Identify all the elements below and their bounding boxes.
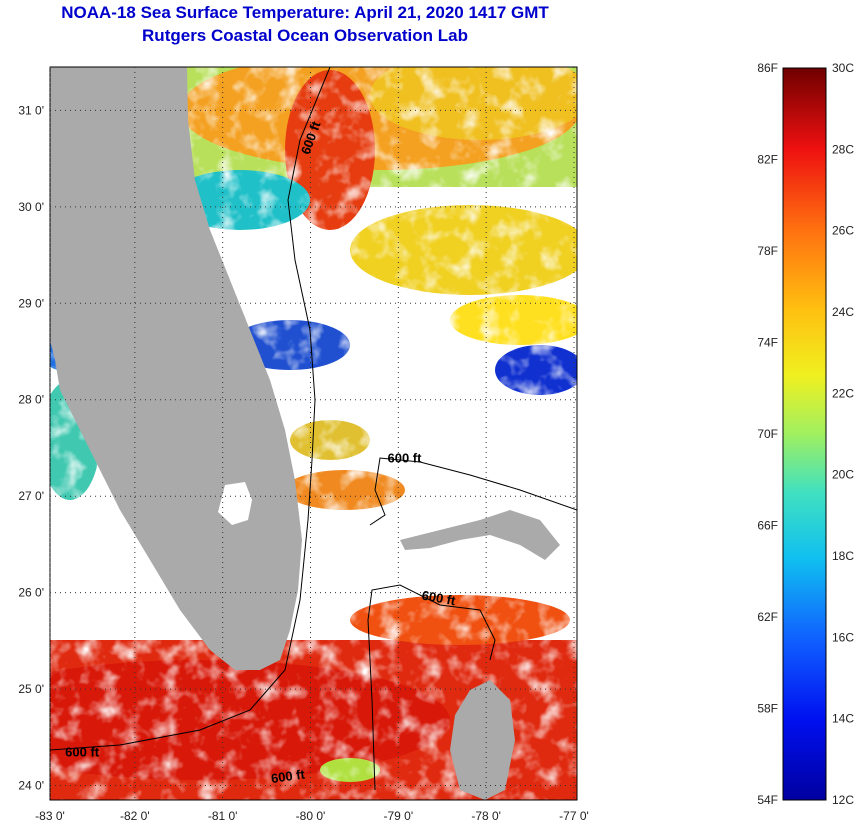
lat-tick-label: 30 0' [18, 200, 44, 214]
colorbar-fahrenheit-label: 78F [757, 244, 778, 258]
lat-tick-label: 24 0' [18, 779, 44, 793]
colorbar-gradient [782, 67, 827, 801]
lon-tick-label: -82 0' [120, 809, 150, 823]
lon-tick-label: -77 0' [559, 809, 589, 823]
colorbar-celsius-label: 16C [832, 630, 854, 644]
colorbar-celsius-label: 12C [832, 793, 854, 807]
map-subtitle: Rutgers Coastal Ocean Observation Lab [142, 26, 468, 45]
contour-label-600ft: 600 ft [387, 450, 422, 465]
lat-tick-label: 26 0' [18, 586, 44, 600]
600ft-contour-south [367, 584, 496, 791]
contour-label-600ft: 600 ft [65, 745, 100, 760]
sst-map: -83 0' -82 0' -81 0' -80 0' -79 0' -78 0' -77 … [18, 66, 589, 823]
colorbar-fahrenheit-label: 58F [757, 702, 778, 716]
colorbar-fahrenheit-label: 62F [757, 610, 778, 624]
contour-label-600ft: 600 ft [421, 588, 458, 609]
axis-ticks: -83 0' -82 0' -81 0' -80 0' -79 0' -78 0' -77 … [18, 103, 588, 823]
colorbar-celsius-label: 20C [832, 468, 854, 482]
lat-tick-label: 27 0' [18, 489, 44, 503]
lat-tick-label: 31 0' [18, 103, 44, 117]
colorbar-fahrenheit-label: 54F [757, 793, 778, 807]
colorbar-celsius-label: 28C [832, 142, 854, 156]
colorbar-celsius-label: 18C [832, 549, 854, 563]
colorbar-fahrenheit-label: 74F [757, 336, 778, 350]
colorbar-celsius-labels: 30C 28C 26C 24C 22C 20C 18C 16C 14C 12C [832, 61, 854, 807]
600ft-contour-florida [50, 67, 331, 751]
andros-land [450, 680, 515, 800]
lon-tick-label: -83 0' [35, 809, 65, 823]
lon-tick-label: -78 0' [471, 809, 501, 823]
colorbar-fahrenheit-label: 82F [757, 153, 778, 167]
colorbar-fahrenheit-label: 66F [757, 519, 778, 533]
colorbar-celsius-label: 26C [832, 224, 854, 238]
grand-bahama-land [400, 510, 560, 560]
colorbar-celsius-label: 30C [832, 61, 854, 75]
graticule [49, 67, 577, 800]
lat-tick-label: 25 0' [18, 682, 44, 696]
colorbar-fahrenheit-labels: 86F 82F 78F 74F 70F 66F 62F 58F 54F [757, 61, 778, 807]
colorbar-fahrenheit-label: 70F [757, 427, 778, 441]
colorbar-celsius-label: 14C [832, 712, 854, 726]
map-frame [49, 66, 578, 801]
lon-tick-label: -79 0' [384, 809, 414, 823]
lat-tick-label: 29 0' [18, 296, 44, 310]
map-title: NOAA-18 Sea Surface Temperature: April 2… [61, 3, 549, 22]
contour-label-600ft: 600 ft [270, 766, 306, 786]
lon-tick-label: -81 0' [208, 809, 238, 823]
lon-tick-label: -80 0' [296, 809, 326, 823]
lake-okeechobee [218, 482, 252, 525]
lat-tick-label: 28 0' [18, 393, 44, 407]
600ft-contour-bahamas [369, 457, 577, 526]
colorbar-fahrenheit-label: 86F [757, 61, 778, 75]
colorbar-celsius-label: 22C [832, 386, 854, 400]
colorbar-celsius-label: 24C [832, 305, 854, 319]
